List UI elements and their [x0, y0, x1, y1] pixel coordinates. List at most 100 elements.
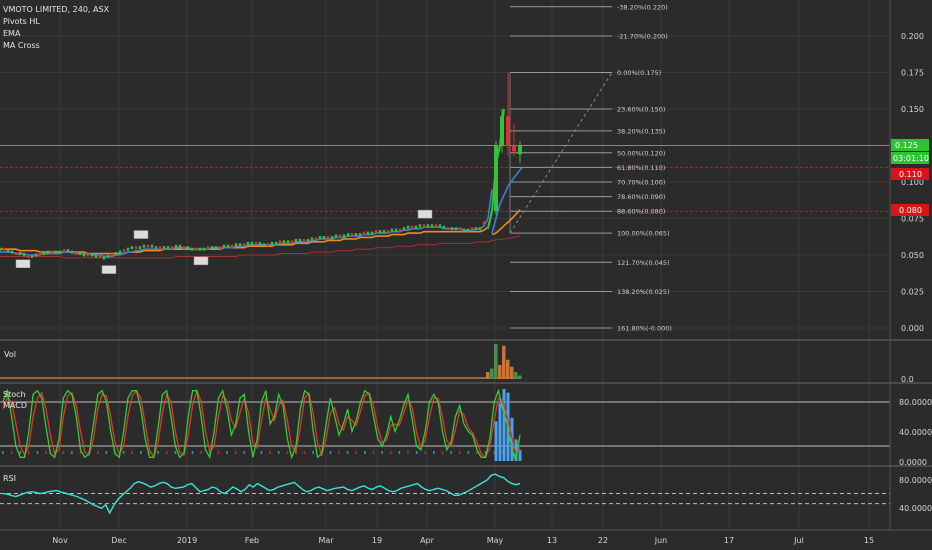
volume-bar-3: [498, 365, 502, 379]
price-candle-115: [458, 227, 462, 231]
price-candle-28: [110, 253, 114, 257]
fib-trend-line[interactable]: [509, 72, 613, 234]
price-candle-86: [342, 234, 346, 238]
x-tick-7: May: [487, 536, 504, 545]
volume-bar-7: [514, 372, 518, 379]
vol-tick-0: 0.0: [901, 375, 914, 384]
macd-hist-small-40: [174, 451, 177, 454]
price-candle-60: [238, 243, 242, 247]
macd-hist-small-14: [62, 451, 65, 454]
macd-hist-small-34: [148, 451, 151, 454]
rsi-tick-0: 80.0000: [899, 476, 932, 485]
y-tick-8: 0.000: [901, 324, 924, 333]
pivot-marker-0[interactable]: [15, 259, 31, 269]
y-tick-7: 0.025: [901, 288, 924, 297]
macd-hist-small-108: [467, 451, 470, 454]
price-candle-14: [54, 250, 58, 254]
price-candle-58: [230, 244, 234, 248]
price-candle-38: [150, 244, 154, 248]
y-tick-5: 0.075: [901, 215, 924, 224]
x-tick-13: 15: [864, 536, 874, 545]
legend-ema[interactable]: EMA: [3, 29, 21, 38]
x-tick-4: Mar: [318, 536, 334, 545]
price-candle-106: [422, 224, 426, 228]
price-candle-59: [234, 243, 238, 247]
price-candle-85: [338, 234, 342, 238]
pivot-marker-4[interactable]: [417, 209, 433, 219]
ma-fast-extension: [491, 209, 521, 236]
line-label-1-text: 0.110: [899, 170, 922, 179]
countdown-text: 03:01:10: [893, 154, 929, 163]
price-candle-100: [398, 228, 402, 232]
price-candle-17: [66, 249, 70, 253]
price-candle-62: [246, 241, 250, 245]
volume-bar-1: [490, 368, 494, 379]
price-candle-1: [2, 247, 6, 251]
price-candle-13: [50, 250, 54, 254]
macd-hist-small-62: [269, 451, 271, 454]
macd-hist-small-2: [10, 451, 13, 454]
pivot-marker-3[interactable]: [193, 256, 209, 266]
macd-hist-small-46: [200, 451, 202, 454]
countdown-bg: [891, 152, 929, 164]
price-candle-69: [274, 241, 278, 245]
price-candle-97: [386, 230, 390, 234]
fib-label-1: -21.70%(0.200): [617, 33, 668, 41]
macd-hist-small-98: [424, 451, 427, 454]
price-candle-90: [358, 233, 362, 237]
price-candle-84: [334, 234, 338, 238]
volume-bar-2: [494, 344, 498, 379]
stoch-title[interactable]: Stoch: [3, 390, 26, 399]
macd-hist-small-38: [165, 451, 168, 454]
pivot-marker-1[interactable]: [101, 265, 117, 274]
price-candle-120: [478, 227, 482, 231]
price-candle-33: [130, 246, 134, 250]
x-tick-0: Nov: [52, 536, 68, 545]
price-candle-0: [0, 247, 2, 251]
pivot-marker-2[interactable]: [133, 230, 149, 239]
y-tick-4: 0.100: [901, 178, 924, 187]
fib-label-5: 50.00%(0.120): [617, 149, 665, 157]
price-candle-39: [154, 246, 158, 250]
price-candle-32: [126, 247, 130, 251]
macd-hist-bar-1: [498, 403, 502, 461]
fib-label-0: -38.20%(0.220): [617, 3, 668, 11]
x-tick-6: Apr: [420, 536, 435, 545]
price-candle-108: [430, 224, 434, 228]
spike-candle-2: [506, 116, 510, 146]
macd-title[interactable]: MACD: [3, 401, 27, 410]
macd-hist-small-6: [28, 451, 30, 454]
spike-candle-4: [518, 145, 522, 155]
macd-hist-small-50: [217, 451, 220, 454]
current-price-text: 0.125: [895, 141, 918, 150]
stoch-d-line: [2, 388, 521, 459]
legend-ma-cross[interactable]: MA Cross: [3, 41, 40, 50]
rsi-title[interactable]: RSI: [3, 474, 16, 483]
spike-rise-line: [487, 108, 505, 229]
fib-label-2: 0.00%(0.175): [617, 69, 661, 77]
macd-hist-small-106: [458, 451, 461, 454]
price-candle-31: [122, 249, 126, 253]
fib-label-4: 38.20%(0.135): [617, 127, 665, 135]
price-candle-112: [446, 227, 450, 231]
line-price-label-1: 0.110: [891, 168, 929, 180]
fib-label-10: 100.00%(0.065): [617, 230, 670, 238]
price-candle-99: [394, 228, 398, 232]
time-axis[interactable]: Nov Dec 2019 Feb Mar 19 Apr May 13 22 Jun 17 Jul 15: [52, 536, 874, 545]
price-candle-91: [362, 231, 366, 235]
macd-hist-small-4: [19, 451, 22, 454]
price-candle-67: [266, 243, 270, 247]
price-candle-7: [26, 254, 30, 258]
volume-title[interactable]: Vol: [4, 350, 16, 359]
price-candle-61: [242, 243, 246, 247]
price-candle-110: [438, 224, 442, 228]
price-axis[interactable]: 0.2000.1750.1500.1250.1000.0750.0500.025…: [899, 32, 932, 513]
macd-hist-small-30: [131, 451, 134, 454]
price-candle-77: [306, 238, 310, 242]
macd-hist-small-94: [407, 451, 409, 454]
volume-bar-0: [486, 372, 490, 379]
legend-pivots[interactable]: Pivots HL: [3, 17, 40, 26]
moving-averages: [0, 166, 523, 259]
price-candle-89: [354, 233, 358, 237]
